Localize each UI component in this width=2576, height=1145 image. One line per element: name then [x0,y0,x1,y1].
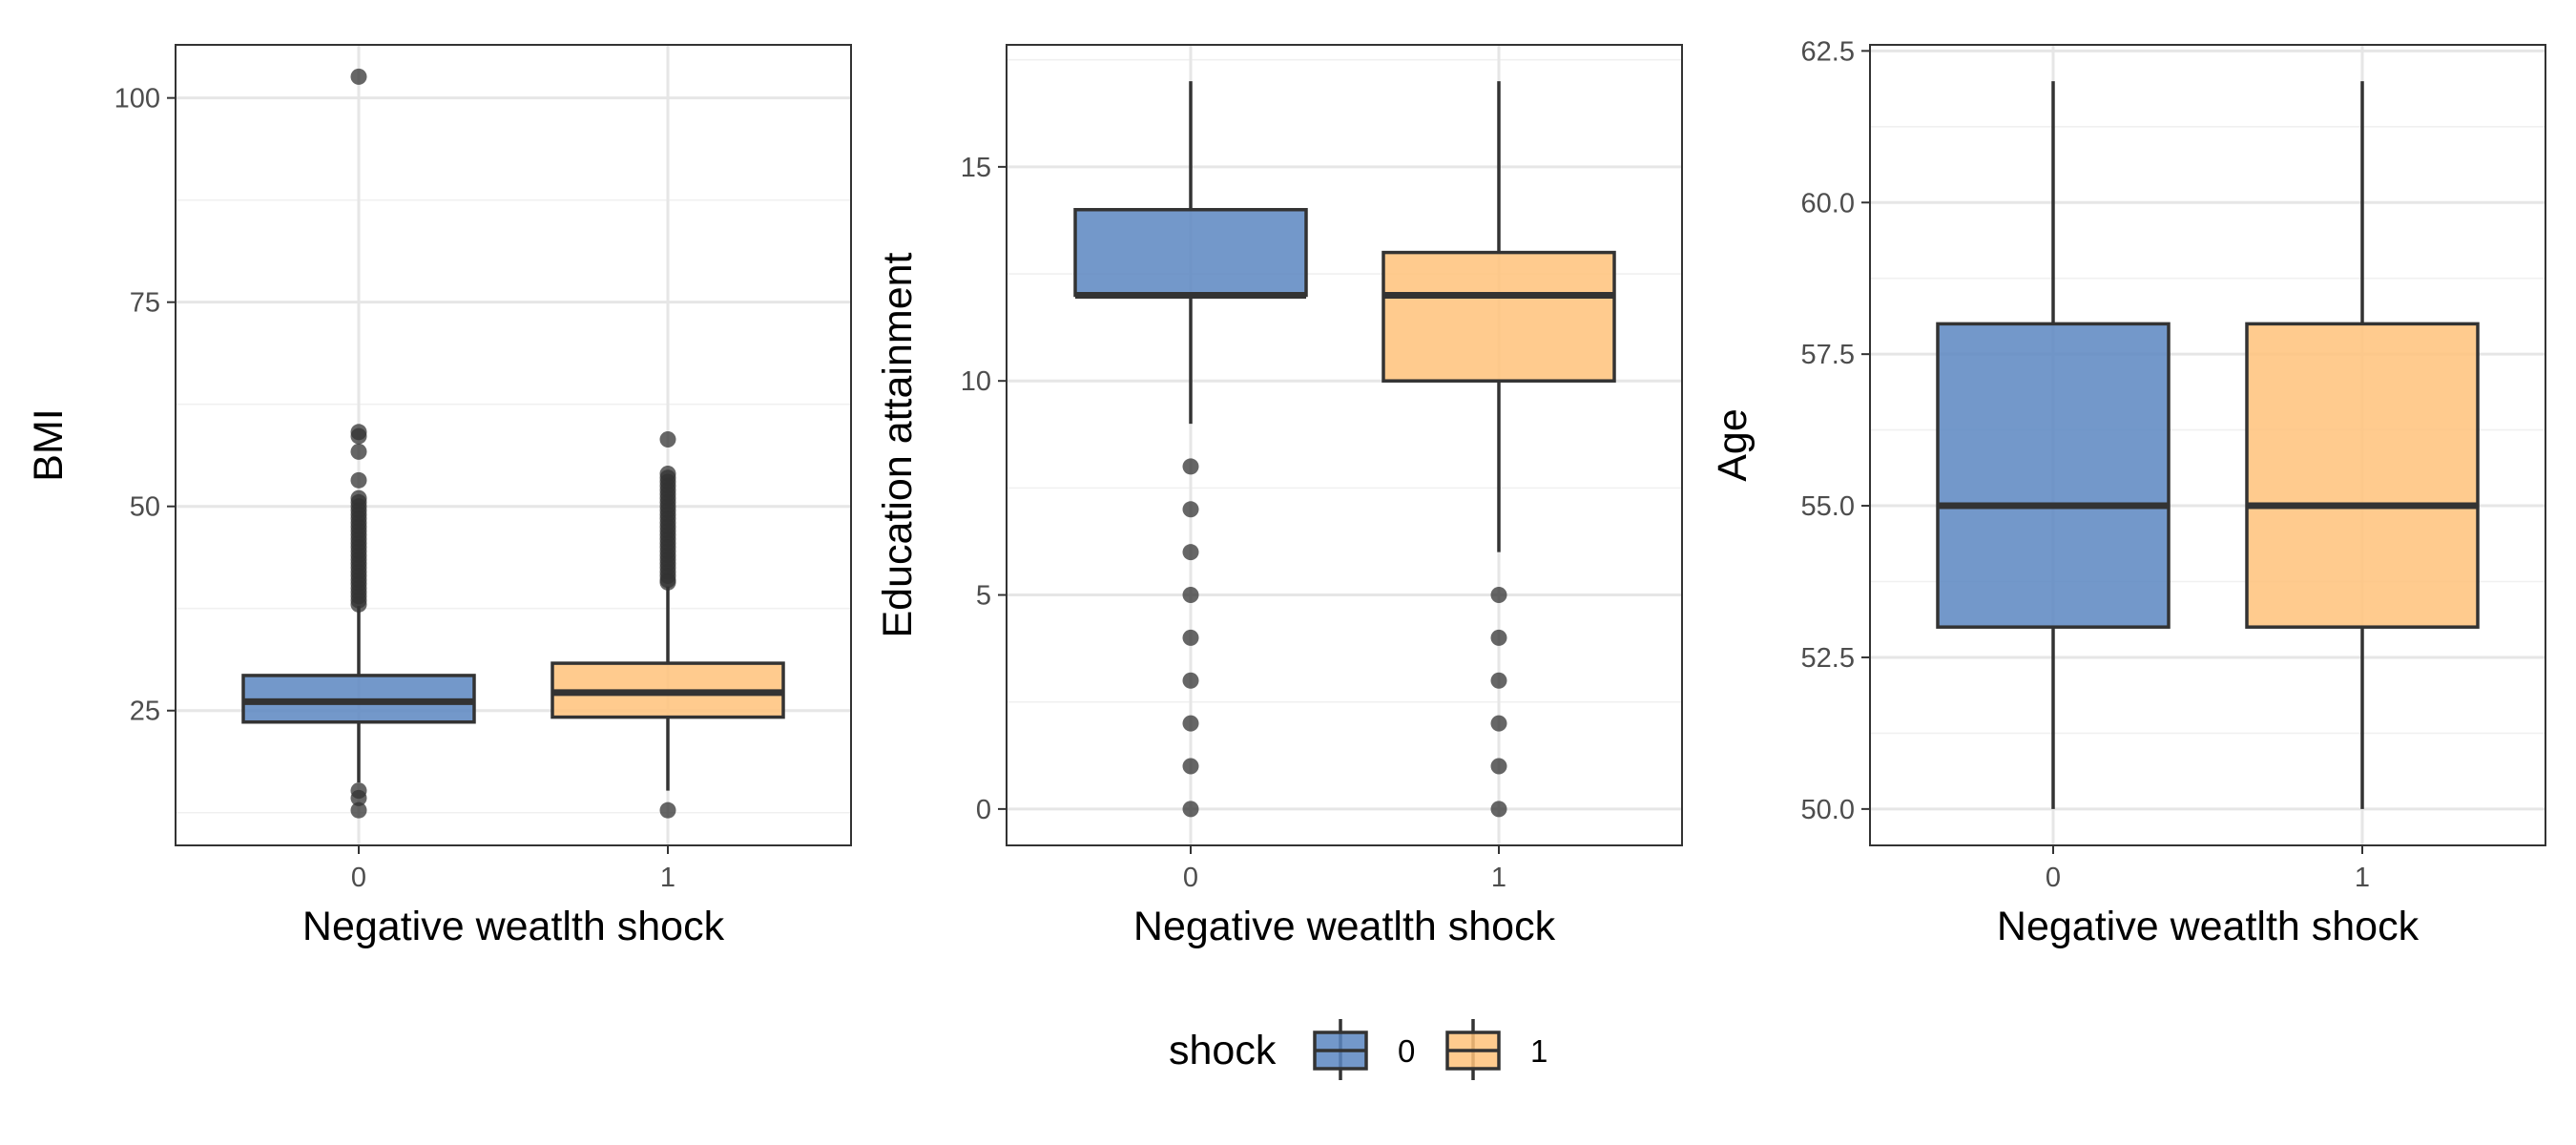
outlier-point [1182,758,1199,775]
legend-label-0: 0 [1398,1033,1415,1069]
box-body [1381,250,1616,383]
y-tick-label: 60.0 [1801,188,1855,219]
outlier-point [1182,715,1199,732]
outlier-point [350,427,367,445]
box-body [1936,322,2171,629]
outlier-point [1182,501,1199,518]
y-tick-label: 75 [130,288,160,319]
panel-border [175,44,852,846]
outlier-point [350,595,367,613]
y-tick-label: 15 [961,153,991,183]
panel-1: 25 50 75 100 0 1 Negative weatlth shock BMI [26,44,852,949]
panel-background [1007,45,1682,845]
outlier-point [350,789,367,806]
box-group-1 [551,431,785,819]
y-tick-label: 50.0 [1801,795,1855,825]
outlier-point [1490,758,1507,775]
y-tick-label: 50 [130,492,160,523]
outlier-point [1182,544,1199,561]
outlier-point [1182,458,1199,475]
box-group-0 [1073,81,1308,818]
box-group-1 [2245,81,2480,809]
outlier-point [1182,587,1199,604]
y-tick-label: 57.5 [1801,340,1855,370]
outlier-point [1182,629,1199,646]
y-tick-label: 55.0 [1801,491,1855,522]
outlier-point [1490,587,1507,604]
outlier-point [350,443,367,460]
x-axis-title: Negative weatlth shock [1997,904,2420,949]
x-tick-label: 1 [660,863,675,893]
y-tick-label: 62.5 [1801,36,1855,67]
box-group-1 [1381,81,1616,818]
x-axis-title: Negative weatlth shock [1133,904,1556,949]
y-tick-label: 25 [130,697,160,727]
outlier-point [1182,672,1199,689]
y-tick-label: 52.5 [1801,643,1855,674]
panel-border [1869,44,2546,846]
x-tick-label: 0 [351,863,366,893]
outlier-point [1182,801,1199,818]
outlier-point [1490,672,1507,689]
y-axis-title: BMI [26,408,72,481]
x-tick-label: 1 [2355,863,2370,893]
panel-3: 50.0 52.5 55.0 57.5 60.0 62.5 0 1 Negative weatl… [1710,36,2546,949]
outlier-point [659,431,676,448]
legend-label-1: 1 [1530,1033,1548,1069]
legend-title: shock [1169,1028,1277,1073]
box-body [2245,322,2480,629]
x-tick-label: 0 [1183,863,1198,893]
box-group-0 [241,68,476,819]
outlier-point [350,802,367,819]
panel-2: 0 5 10 15 0 1 Negative weatlth shock Education … [875,44,1683,949]
y-tick-label: 0 [976,795,991,825]
outlier-point [350,68,367,85]
panel-background [176,45,851,845]
outlier-point [1490,715,1507,732]
outlier-point [1490,629,1507,646]
box-group-0 [1936,81,2171,809]
y-tick-label: 5 [976,581,991,612]
outlier-point [659,573,676,591]
panel-border [1006,44,1683,846]
y-axis-title: Education attainment [875,252,921,637]
outlier-point [659,802,676,819]
legend-key-0 [1313,1019,1368,1080]
y-tick-label: 10 [961,366,991,397]
x-tick-label: 0 [2046,863,2061,893]
outlier-point [1490,801,1507,818]
box-body [1073,207,1308,298]
y-tick-label: 100 [114,84,160,114]
legend-key-1 [1445,1019,1501,1080]
y-axis-title: Age [1710,408,1755,482]
legend: shock 0 1 [1169,1019,1548,1080]
x-tick-label: 1 [1491,863,1506,893]
x-axis-title: Negative weatlth shock [302,904,725,949]
outlier-point [350,471,367,489]
